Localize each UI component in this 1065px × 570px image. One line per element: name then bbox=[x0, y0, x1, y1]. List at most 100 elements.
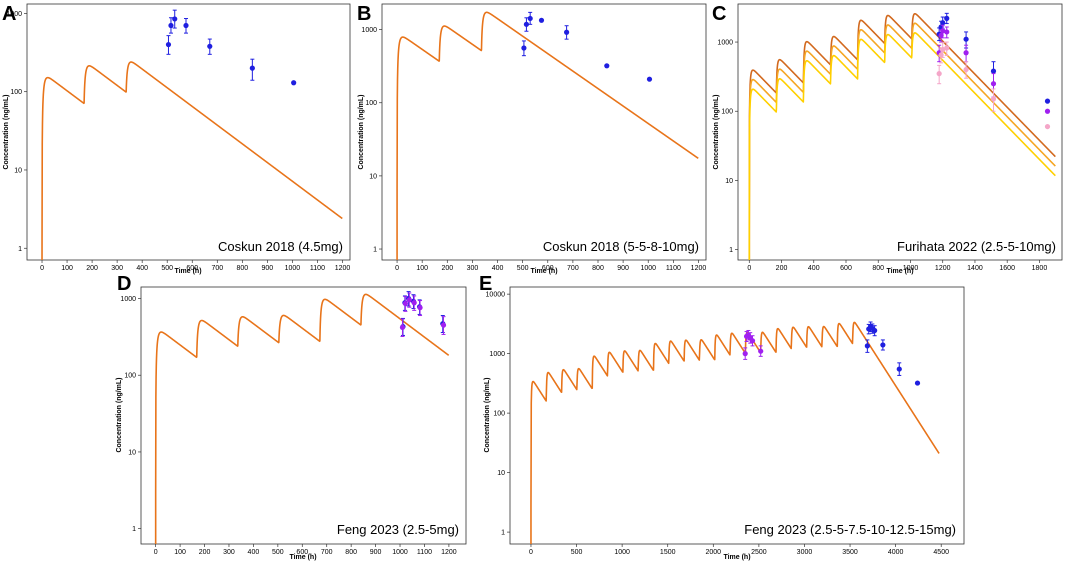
panel-c-x-tick-label: 400 bbox=[808, 265, 820, 272]
panel-c-observed-point bbox=[990, 68, 997, 74]
panel-b-observed-point bbox=[523, 21, 530, 27]
panel-b-x-tick-label: 700 bbox=[567, 265, 579, 272]
panel-e-y-tick-label: 100 bbox=[493, 411, 505, 418]
panel-e: E Feng 2023 (2.5-5-7.5-10-12.5-15mg) Tim… bbox=[479, 273, 965, 561]
panel-e-x-axis-title: Time (h) bbox=[723, 554, 750, 561]
panel-b-ticks: 0 100 200 300 400 500 600 700 800 900 1000 1100 1200… bbox=[361, 27, 706, 272]
panel-e-x-tick-label: 1500 bbox=[660, 549, 676, 556]
panel-b-x-tick-label: 200 bbox=[441, 265, 453, 272]
panel-d-y-tick-label: 10 bbox=[128, 449, 136, 456]
panel-c-x-tick-label: 800 bbox=[872, 265, 884, 272]
panel-d-x-tick-label: 600 bbox=[296, 549, 308, 556]
panel-b-x-tick-label: 500 bbox=[517, 265, 529, 272]
panel-c-observed-point bbox=[963, 50, 969, 56]
panel-c-y-axis-title: Concentration (ng/mL) bbox=[713, 94, 720, 169]
panel-a-x-tick-label: 0 bbox=[40, 265, 44, 272]
panel-c-observed-point bbox=[963, 66, 969, 73]
panel-d: D Feng 2023 (2.5-5mg) Time (h) Concentra… bbox=[116, 273, 467, 561]
panel-c-simulated-curve-lower bbox=[748, 32, 1056, 260]
panel-b-x-tick-label: 300 bbox=[467, 265, 479, 272]
panel-e-y-tick-label: 1 bbox=[501, 530, 505, 537]
panel-c-observed-point bbox=[1044, 98, 1051, 104]
panel-e-x-tick-label: 0 bbox=[529, 549, 533, 556]
panel-a-simulated-curve-simulated bbox=[41, 61, 343, 260]
panel-a-x-tick-label: 1200 bbox=[335, 265, 351, 272]
panel-a-x-tick-label: 300 bbox=[111, 265, 123, 272]
panel-a-x-axis-title: Time (h) bbox=[174, 268, 201, 275]
panel-e-x-tick-label: 2500 bbox=[751, 549, 767, 556]
panel-b-x-tick-label: 800 bbox=[592, 265, 604, 272]
panel-a-x-tick-label: 1000 bbox=[285, 265, 301, 272]
panel-a-y-axis-title: Concentration (ng/mL) bbox=[3, 94, 10, 169]
panel-b-plot-frame bbox=[381, 3, 707, 261]
panel-b-simulated-curve-simulated bbox=[396, 11, 699, 260]
panel-b-y-tick-label: 1000 bbox=[361, 27, 377, 34]
panel-d-x-tick-label: 700 bbox=[321, 549, 333, 556]
panel-b-y-tick-label: 10 bbox=[369, 173, 377, 180]
panel-b-x-tick-label: 1000 bbox=[640, 265, 656, 272]
panel-b-observed-point bbox=[604, 63, 610, 69]
panel-e-curves bbox=[530, 321, 940, 544]
panel-c-observed-point bbox=[1044, 123, 1051, 130]
panel-letter-a: A bbox=[2, 3, 16, 25]
panel-e-x-tick-label: 2000 bbox=[706, 549, 722, 556]
panel-c-curves bbox=[748, 12, 1056, 260]
panel-a-observed-point bbox=[249, 65, 255, 71]
panel-letter-c: C bbox=[712, 3, 726, 25]
panel-b-x-tick-label: 1200 bbox=[691, 265, 707, 272]
panel-c-x-tick-label: 1200 bbox=[935, 265, 951, 272]
panel-d-y-tick-label: 1 bbox=[132, 526, 136, 533]
panel-a-observations bbox=[165, 9, 297, 86]
panel-c-x-tick-label: 0 bbox=[747, 265, 751, 272]
panel-e-y-axis-title: Concentration (ng/mL) bbox=[484, 377, 491, 452]
panel-a-x-tick-label: 500 bbox=[161, 265, 173, 272]
panel-c-observed-point bbox=[1044, 108, 1051, 114]
panel-a-x-tick-label: 700 bbox=[211, 265, 223, 272]
panel-c-observed-point bbox=[940, 28, 946, 34]
panel-d-observed-point bbox=[417, 305, 423, 311]
panel-e-observed-point bbox=[896, 366, 902, 372]
panel-c-x-tick-label: 1800 bbox=[1032, 265, 1048, 272]
panel-c-observed-point bbox=[990, 81, 997, 87]
panel-b-y-tick-label: 100 bbox=[365, 100, 377, 107]
panel-d-observed-point bbox=[411, 300, 417, 306]
panel-b-x-tick-label: 100 bbox=[416, 265, 428, 272]
panel-b-observed-point bbox=[646, 76, 653, 82]
panel-e-y-tick-label: 10000 bbox=[486, 292, 506, 299]
panel-c-observed-point bbox=[936, 70, 942, 77]
panel-c-observed-point bbox=[940, 46, 946, 53]
panel-letter-b: B bbox=[357, 3, 371, 25]
panel-d-curves bbox=[154, 293, 450, 544]
panel-c-observed-point bbox=[963, 36, 969, 42]
panel-d-x-tick-label: 1200 bbox=[441, 549, 457, 556]
panel-e-x-tick-label: 4500 bbox=[933, 549, 949, 556]
panel-c-y-tick-label: 10 bbox=[725, 178, 733, 185]
panel-d-x-tick-label: 1000 bbox=[392, 549, 408, 556]
panel-letter-d: D bbox=[117, 273, 131, 295]
panel-b-observations bbox=[521, 11, 653, 82]
panel-e-ticks: 0 500 1000 1500 2000 2500 3000 3500 4000 4500 1 10 1… bbox=[486, 292, 950, 556]
panel-b-study-label: Coskun 2018 (5-5-8-10mg) bbox=[543, 239, 699, 254]
panel-d-x-tick-label: 200 bbox=[199, 549, 211, 556]
panel-c-y-tick-label: 100 bbox=[721, 109, 733, 116]
panel-d-plot-frame bbox=[140, 286, 467, 545]
panel-d-x-axis-title: Time (h) bbox=[289, 554, 316, 561]
panel-a-observed-point bbox=[165, 41, 172, 48]
panel-e-x-tick-label: 4000 bbox=[888, 549, 904, 556]
panel-a-curves bbox=[41, 61, 343, 260]
panel-c-y-tick-label: 1000 bbox=[717, 40, 733, 47]
panel-b-curves bbox=[396, 11, 699, 260]
panel-d-study-label: Feng 2023 (2.5-5mg) bbox=[337, 522, 459, 537]
panel-e-x-tick-label: 3500 bbox=[842, 549, 858, 556]
panel-b-x-tick-label: 900 bbox=[617, 265, 629, 272]
panel-a-y-tick-label: 100 bbox=[10, 89, 22, 96]
panel-c-x-tick-label: 1000 bbox=[903, 265, 919, 272]
panel-c-simulated-curve-middle bbox=[748, 22, 1056, 260]
panel-d-observed-point bbox=[440, 322, 447, 328]
panel-e-x-tick-label: 1000 bbox=[614, 549, 630, 556]
panel-e-observed-point bbox=[758, 348, 764, 354]
panel-d-x-tick-label: 800 bbox=[345, 549, 357, 556]
panel-b-observed-point bbox=[564, 29, 570, 35]
panel-b-x-tick-label: 1100 bbox=[666, 265, 681, 272]
